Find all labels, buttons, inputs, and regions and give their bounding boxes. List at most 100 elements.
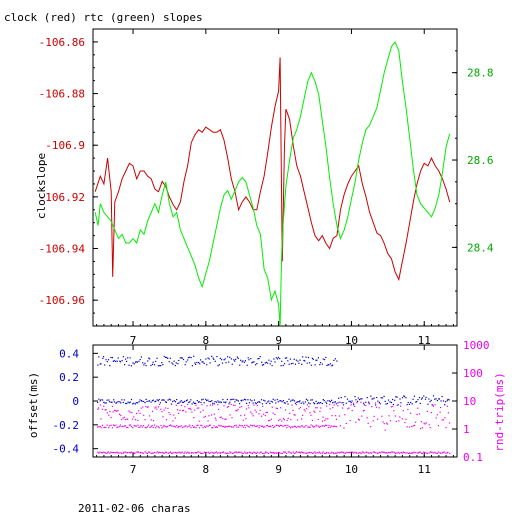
point-rnd-trip <box>118 452 120 454</box>
point-rnd-trip <box>306 404 308 406</box>
point-offset <box>152 361 154 363</box>
point-rnd-trip <box>204 425 206 427</box>
point-offset <box>112 360 114 362</box>
point-rnd-trip <box>150 452 152 454</box>
point-rnd-trip <box>179 452 181 454</box>
point-offset <box>404 395 406 398</box>
point-rnd-trip <box>143 414 145 416</box>
point-offset <box>249 399 251 401</box>
point-rnd-trip <box>110 451 112 453</box>
point-offset <box>198 401 200 403</box>
point-offset <box>329 400 331 402</box>
point-offset <box>144 402 146 404</box>
point-offset <box>444 404 446 406</box>
point-offset <box>257 358 259 360</box>
point-offset <box>193 355 195 357</box>
point-rnd-trip <box>334 425 336 428</box>
point-offset <box>423 395 425 397</box>
point-rnd-trip <box>222 451 224 453</box>
point-rnd-trip <box>379 403 381 405</box>
point-rnd-trip <box>290 427 292 429</box>
point-rnd-trip <box>166 426 168 428</box>
point-offset <box>196 400 198 402</box>
point-offset <box>181 401 183 403</box>
point-rnd-trip <box>108 425 111 427</box>
point-offset <box>265 402 267 404</box>
point-offset <box>116 401 118 404</box>
point-rnd-trip <box>128 424 130 426</box>
point-rnd-trip <box>345 451 347 453</box>
point-rnd-trip <box>382 451 384 453</box>
point-offset <box>130 398 133 401</box>
point-rnd-trip <box>226 452 228 454</box>
point-rnd-trip <box>226 426 228 428</box>
point-offset <box>392 398 394 401</box>
point-offset <box>224 402 226 404</box>
point-offset <box>106 399 108 401</box>
point-offset <box>167 357 169 359</box>
point-offset <box>315 400 317 402</box>
point-rnd-trip <box>429 427 431 429</box>
point-offset <box>202 398 204 400</box>
point-rnd-trip <box>397 451 399 453</box>
point-rnd-trip <box>175 404 177 406</box>
point-offset <box>360 398 362 400</box>
point-rnd-trip <box>99 451 101 453</box>
point-offset <box>128 364 130 366</box>
point-offset <box>138 401 140 403</box>
point-offset <box>107 359 110 361</box>
y-tick-label-offset: 0.2 <box>59 371 79 384</box>
point-offset <box>336 360 338 362</box>
point-rnd-trip <box>307 426 309 428</box>
point-rnd-trip <box>192 452 194 454</box>
point-rnd-trip <box>387 452 389 454</box>
point-rnd-trip <box>108 414 110 416</box>
point-offset <box>446 400 448 402</box>
point-offset <box>207 357 209 359</box>
point-rnd-trip <box>195 404 197 406</box>
point-rnd-trip <box>263 413 265 415</box>
point-rnd-trip <box>329 426 331 428</box>
point-offset <box>99 400 101 402</box>
point-offset <box>225 362 227 364</box>
point-rnd-trip <box>232 426 235 428</box>
point-rnd-trip <box>192 426 195 428</box>
point-rnd-trip <box>235 410 237 412</box>
point-offset <box>316 359 318 361</box>
point-rnd-trip <box>141 426 143 428</box>
point-rnd-trip <box>252 452 254 454</box>
point-rnd-trip <box>332 407 334 409</box>
point-offset <box>270 400 272 402</box>
point-rnd-trip <box>303 408 305 411</box>
point-rnd-trip <box>146 406 148 408</box>
point-rnd-trip <box>320 452 322 454</box>
point-offset <box>208 358 210 360</box>
point-rnd-trip <box>264 426 266 428</box>
point-rnd-trip <box>274 413 276 416</box>
point-offset <box>180 357 182 359</box>
point-rnd-trip <box>284 409 287 411</box>
point-rnd-trip <box>381 451 383 453</box>
point-rnd-trip <box>363 452 365 454</box>
point-offset <box>244 360 246 362</box>
point-rnd-trip <box>184 406 186 408</box>
point-offset <box>135 361 137 363</box>
point-rnd-trip <box>343 452 345 454</box>
point-rnd-trip <box>324 452 326 454</box>
point-rnd-trip <box>246 424 248 426</box>
point-rnd-trip <box>181 426 183 429</box>
point-rnd-trip <box>244 451 246 453</box>
point-rnd-trip <box>133 416 135 418</box>
point-offset <box>147 360 149 362</box>
point-rnd-trip <box>133 452 135 454</box>
point-offset <box>289 358 291 360</box>
point-rnd-trip <box>187 403 189 405</box>
point-rnd-trip <box>332 452 334 454</box>
chart-title: clock (red) rtc (green) slopes <box>4 11 203 24</box>
point-rnd-trip <box>290 452 292 454</box>
point-offset <box>282 400 284 402</box>
point-rnd-trip <box>258 452 260 454</box>
point-offset <box>299 400 301 402</box>
point-rnd-trip <box>405 418 407 420</box>
x-tick-label-top: 10 <box>345 334 358 347</box>
